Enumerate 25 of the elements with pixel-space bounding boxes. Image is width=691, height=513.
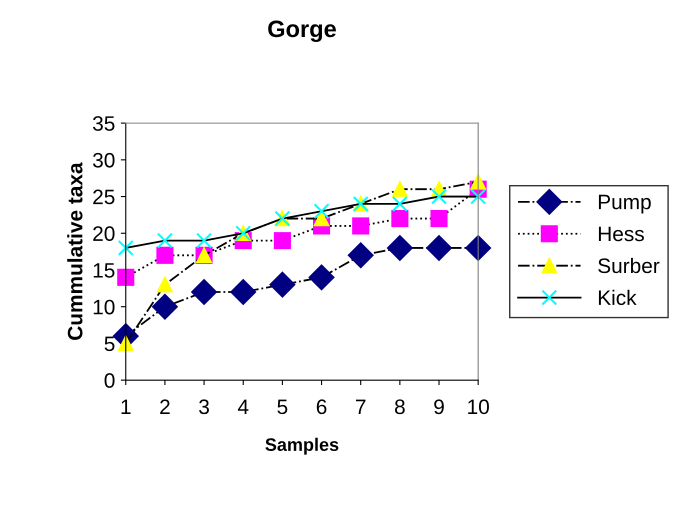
- legend-label: Surber: [598, 258, 660, 274]
- x-tick-label: 3: [199, 399, 209, 414]
- y-tick-label: 20: [93, 226, 115, 242]
- legend-label: Pump: [598, 194, 651, 214]
- x-tick-label: 1: [122, 400, 131, 414]
- y-axis-title: Cummulative taxa: [67, 162, 82, 340]
- x-tick-label: 8: [394, 399, 405, 414]
- x-axis-title: Samples: [265, 438, 338, 455]
- legend-label: Hess: [598, 226, 644, 242]
- x-tick-label: 7: [356, 400, 366, 414]
- chart-title: Gorge: [268, 20, 336, 42]
- y-tick-label: 15: [94, 263, 114, 278]
- y-tick-label: 5: [104, 336, 114, 352]
- x-tick-label: 9: [434, 399, 444, 414]
- x-tick-label: 2: [160, 399, 170, 414]
- y-tick-label: 35: [92, 116, 114, 131]
- x-tick-label: 4: [238, 400, 248, 414]
- x-tick-label: 10: [468, 399, 489, 414]
- x-tick-label: 5: [277, 400, 288, 414]
- x-tick-label: 6: [316, 399, 326, 414]
- y-tick-label: 0: [104, 373, 115, 388]
- y-tick-label: 10: [94, 300, 115, 314]
- y-tick-label: 30: [92, 152, 115, 168]
- legend-label: Kick: [598, 290, 637, 306]
- y-tick-label: 25: [93, 190, 114, 204]
